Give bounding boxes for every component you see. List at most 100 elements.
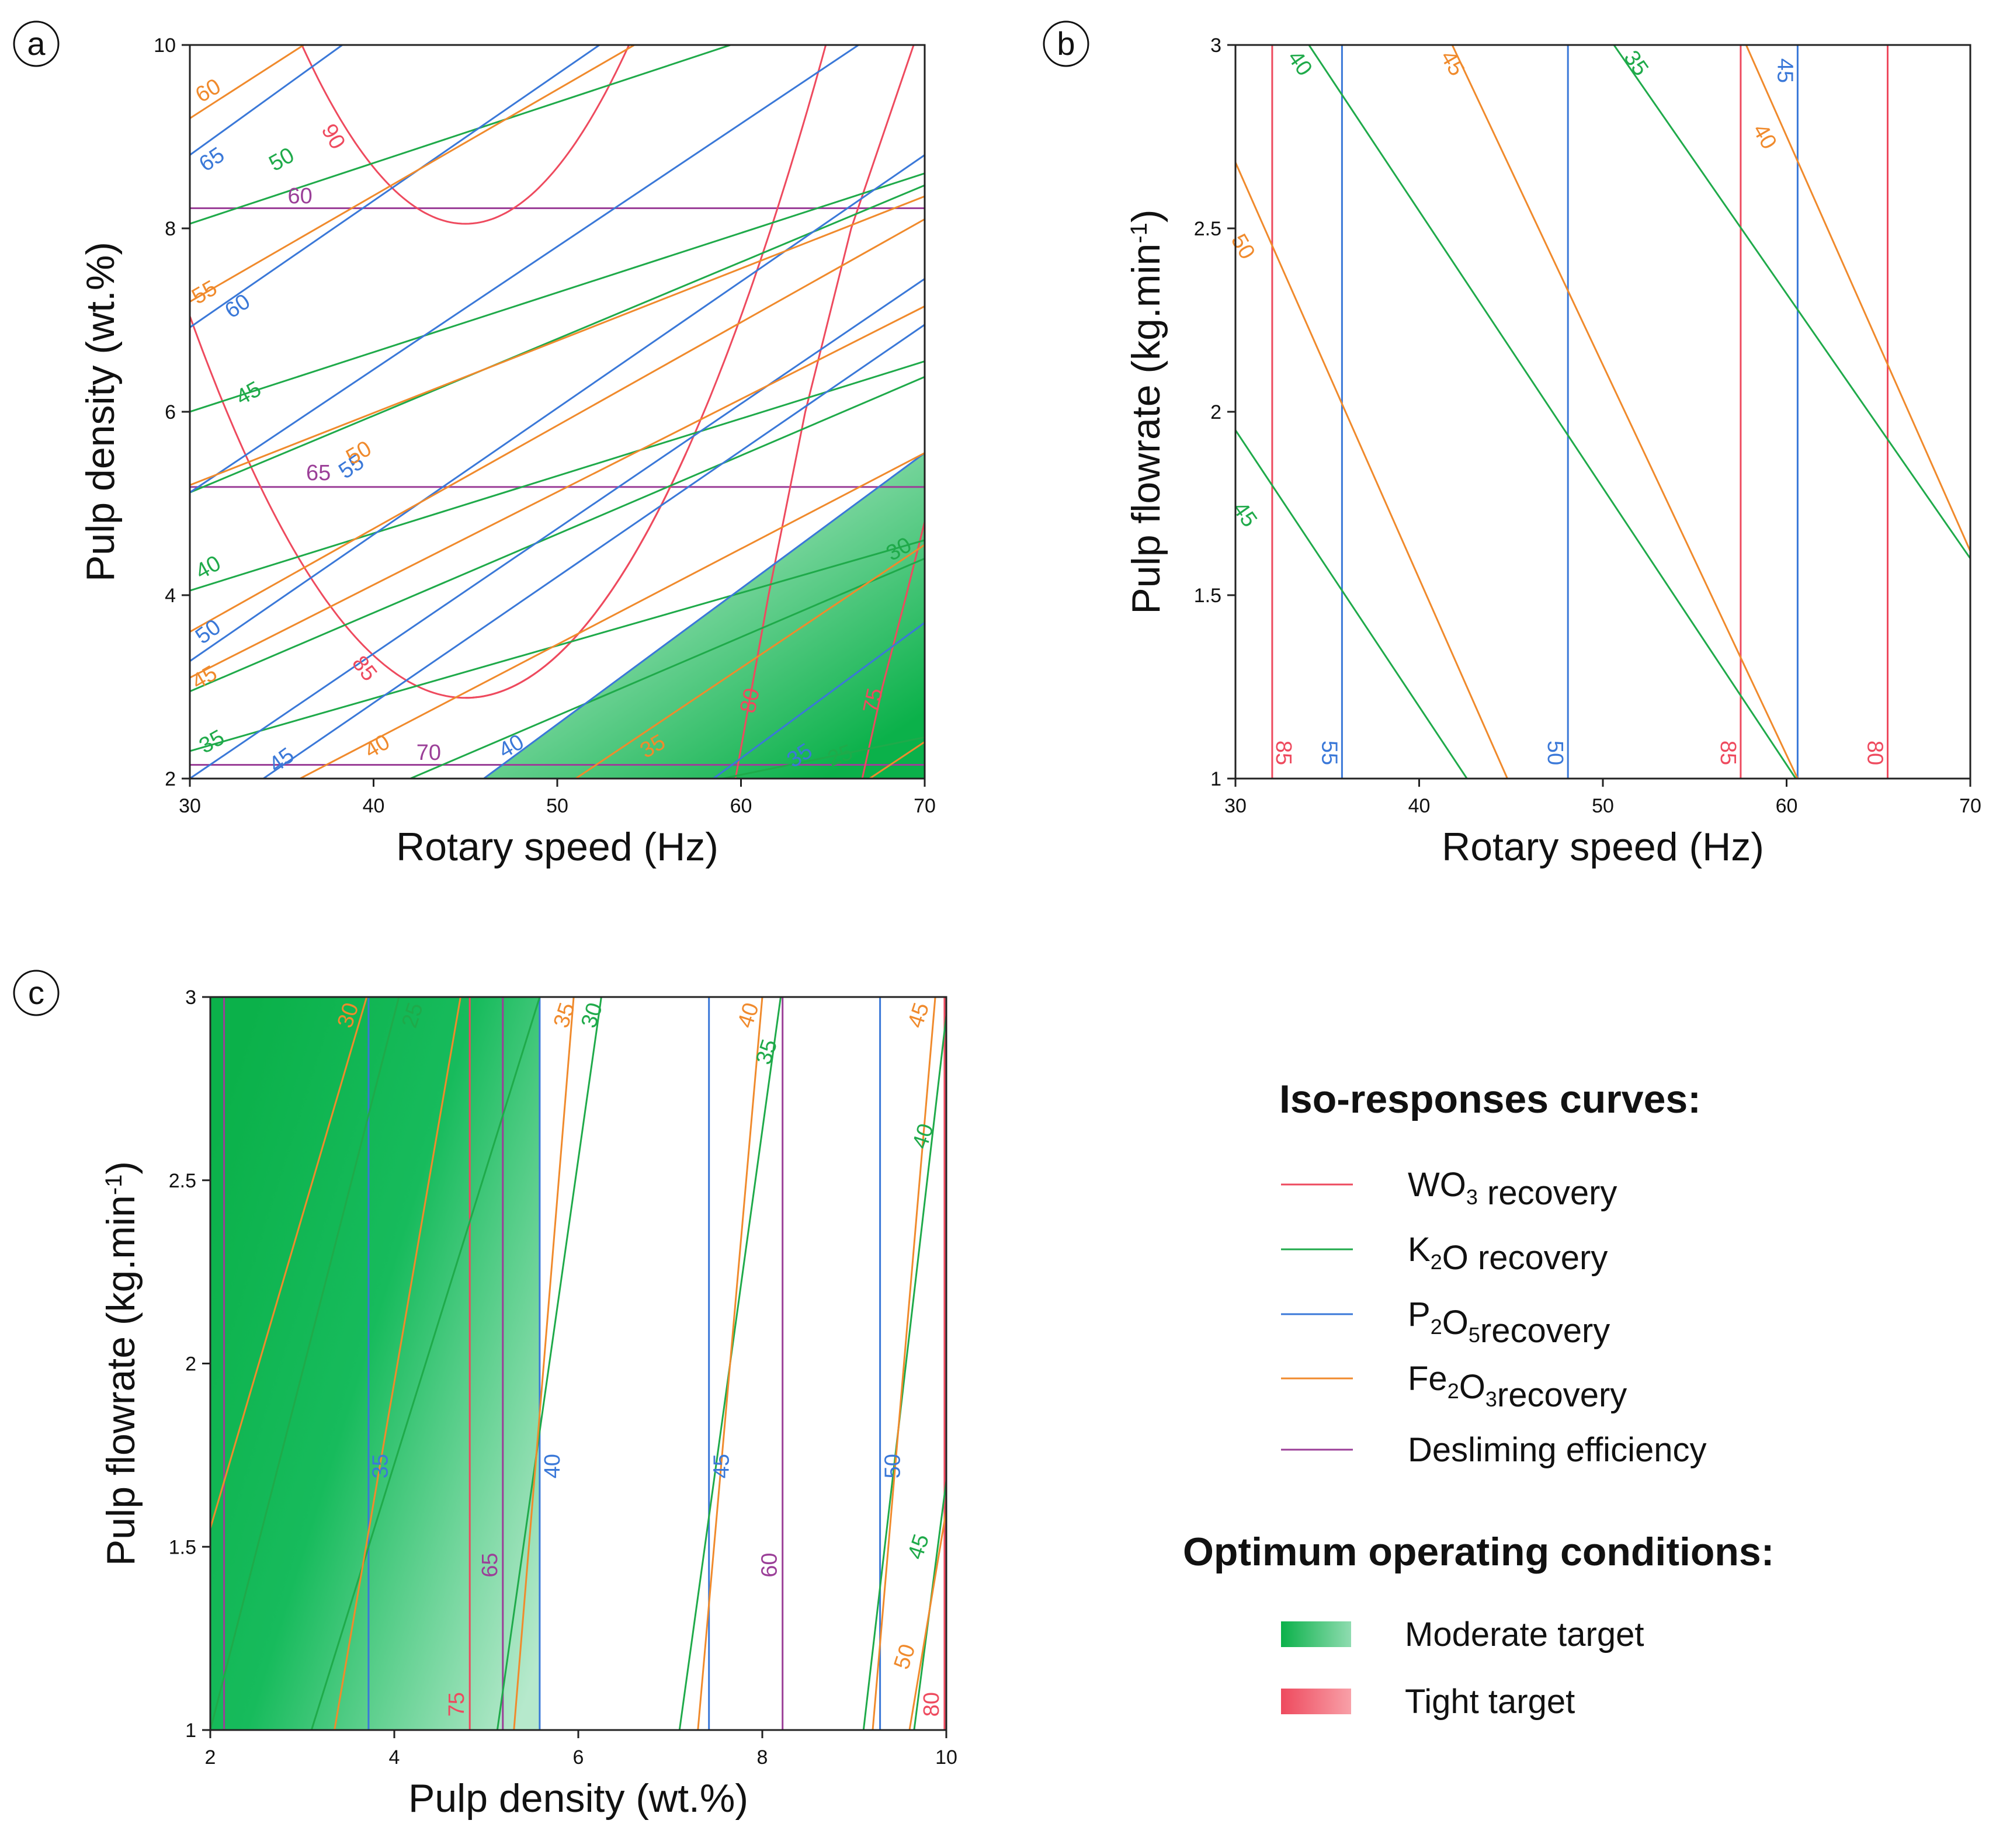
iso-line-K2O-30 <box>409 557 925 779</box>
optimum-region-moderate <box>210 997 540 1730</box>
iso-line-K2O-50 <box>190 45 734 225</box>
iso-label-Fe2O3-45: 45 <box>1435 47 1469 81</box>
legend-label-P2O5: P2O5recovery <box>1408 1295 1610 1350</box>
iso-label-K2O-50: 50 <box>265 143 298 176</box>
y-tick-label: 6 <box>165 401 176 423</box>
x-tick-label: 50 <box>546 795 568 817</box>
legend-label-WO3: WO3 recovery <box>1408 1166 1617 1212</box>
iso-line-Fe2O3-40 <box>697 997 763 1730</box>
y-tick-label: 2 <box>185 1353 196 1375</box>
iso-label-P2O5-45: 45 <box>265 743 299 777</box>
iso-label-P2O5-40: 40 <box>540 1454 565 1478</box>
legend-iso-title: Iso-responses curves: <box>1279 1077 1701 1121</box>
iso-line-K2O-40 <box>190 360 925 592</box>
panel-letter-c: c <box>13 970 60 1016</box>
iso-line-K2O <box>310 997 541 1730</box>
iso-line-K2O-35 <box>190 539 925 752</box>
iso-line-K2O-40 <box>862 1015 946 1730</box>
iso-line-Fe2O3-30 <box>210 997 368 1529</box>
x-tick-label: 8 <box>757 1746 768 1769</box>
iso-line-WO3-90 <box>301 45 630 225</box>
y-axis-title: Pulp density (wt.%) <box>78 242 123 582</box>
legend-item-WO3: WO3 recovery <box>1281 1166 1617 1212</box>
iso-label-K2O-40: 40 <box>192 551 225 584</box>
iso-label-K2O-35: 35 <box>1619 46 1653 81</box>
iso-line-P2O5-45 <box>262 324 925 779</box>
iso-label-P2O5-50: 50 <box>1543 741 1567 765</box>
iso-line-Fe2O3 <box>190 218 925 633</box>
iso-label-K2O-40: 40 <box>1283 46 1317 81</box>
iso-line-K2O <box>190 184 925 494</box>
legend-label-Fe2O3: Fe2O3recovery <box>1408 1360 1627 1414</box>
iso-label-WO3-75: 75 <box>859 686 888 715</box>
x-tick-label: 6 <box>573 1746 584 1769</box>
x-axis-title: Rotary speed (Hz) <box>396 825 718 869</box>
iso-line-K2O-40 <box>1308 45 1797 779</box>
iso-line-WO3-85 <box>465 45 827 699</box>
iso-line-K2O-25 <box>210 997 400 1730</box>
iso-line-P2O5 <box>190 278 925 779</box>
iso-label-Fe2O3-50: 50 <box>890 1641 921 1672</box>
panel-letter-a: a <box>13 20 60 67</box>
y-tick-label: 3 <box>1210 34 1221 57</box>
iso-label-P2O5-55: 55 <box>1317 741 1341 765</box>
iso-label-desliming-65: 65 <box>478 1552 502 1577</box>
y-tick-label: 2 <box>165 768 176 790</box>
svg-text:c: c <box>28 974 44 1011</box>
x-axis-title: Rotary speed (Hz) <box>1442 825 1764 869</box>
iso-label-WO3-75: 75 <box>445 1692 469 1717</box>
iso-label-desliming-60: 60 <box>288 184 313 209</box>
iso-label-P2O5-50: 50 <box>881 1454 905 1478</box>
iso-label-desliming-70: 70 <box>416 741 441 765</box>
x-tick-label: 40 <box>363 795 385 817</box>
iso-line-Fe2O3-40 <box>300 452 925 779</box>
iso-label-Fe2O3-40: 40 <box>360 730 394 763</box>
iso-label-K2O-45: 45 <box>903 1531 934 1562</box>
iso-line-Fe2O3-50 <box>190 195 925 486</box>
x-tick-label: 60 <box>1776 795 1798 817</box>
legend-opt-title: Optimum operating conditions: <box>1183 1530 1774 1574</box>
iso-label-Fe2O3-60: 60 <box>192 74 225 108</box>
legend-label-K2O: K2O recovery <box>1408 1231 1608 1277</box>
panel-letter-b: b <box>1043 20 1089 67</box>
iso-label-WO3-80: 80 <box>919 1692 944 1717</box>
iso-label-WO3-85: 85 <box>1716 741 1740 765</box>
x-axis-title: Pulp density (wt.%) <box>408 1776 748 1821</box>
legend-item-moderate: Moderate target <box>1281 1616 1644 1654</box>
legend-item-desliming: Desliming efficiency <box>1281 1431 1706 1469</box>
iso-label-P2O5-35: 35 <box>368 1454 393 1478</box>
x-tick-label: 50 <box>1592 795 1614 817</box>
iso-label-Fe2O3-40: 40 <box>1748 120 1782 154</box>
x-tick-label: 30 <box>179 795 201 817</box>
iso-line-K2O-45 <box>1235 429 1468 779</box>
iso-line-Fe2O3-60 <box>190 45 304 119</box>
svg-text:a: a <box>27 25 46 62</box>
y-tick-label: 1.5 <box>1194 585 1221 607</box>
iso-label-WO3-85: 85 <box>347 651 381 686</box>
iso-label-K2O-45: 45 <box>1227 497 1262 532</box>
iso-label-P2O5-45: 45 <box>710 1454 734 1478</box>
iso-line-K2O-45 <box>190 172 925 413</box>
x-tick-label: 60 <box>730 795 752 817</box>
iso-line-Fe2O3-40 <box>1745 45 1970 552</box>
iso-line-K2O-30 <box>496 997 602 1730</box>
y-tick-label: 1 <box>1210 768 1221 790</box>
legend-label-moderate: Moderate target <box>1405 1616 1644 1654</box>
iso-line-Fe2O3-45 <box>190 305 925 679</box>
legend-item-P2O5: P2O5recovery <box>1281 1295 1610 1350</box>
iso-label-K2O-30: 30 <box>577 1000 608 1031</box>
y-tick-label: 2 <box>1210 401 1221 423</box>
iso-label-Fe2O3-45: 45 <box>903 1000 934 1031</box>
x-tick-label: 70 <box>1959 795 1981 817</box>
iso-line-P2O5-50 <box>190 154 925 662</box>
iso-label-Fe2O3-50: 50 <box>1226 230 1260 264</box>
iso-line-K2O-25 <box>722 736 925 779</box>
y-tick-label: 2.5 <box>169 1170 196 1192</box>
iso-line-P2O5-35 <box>713 621 925 779</box>
x-tick-label: 40 <box>1408 795 1431 817</box>
iso-line-Fe2O3 <box>334 997 461 1730</box>
panel-b-chart: 85 85 80 55 50 45 40 45 35 45 50 40 30 40 50 60 70 1 1.5 2 2… <box>1124 34 1981 869</box>
